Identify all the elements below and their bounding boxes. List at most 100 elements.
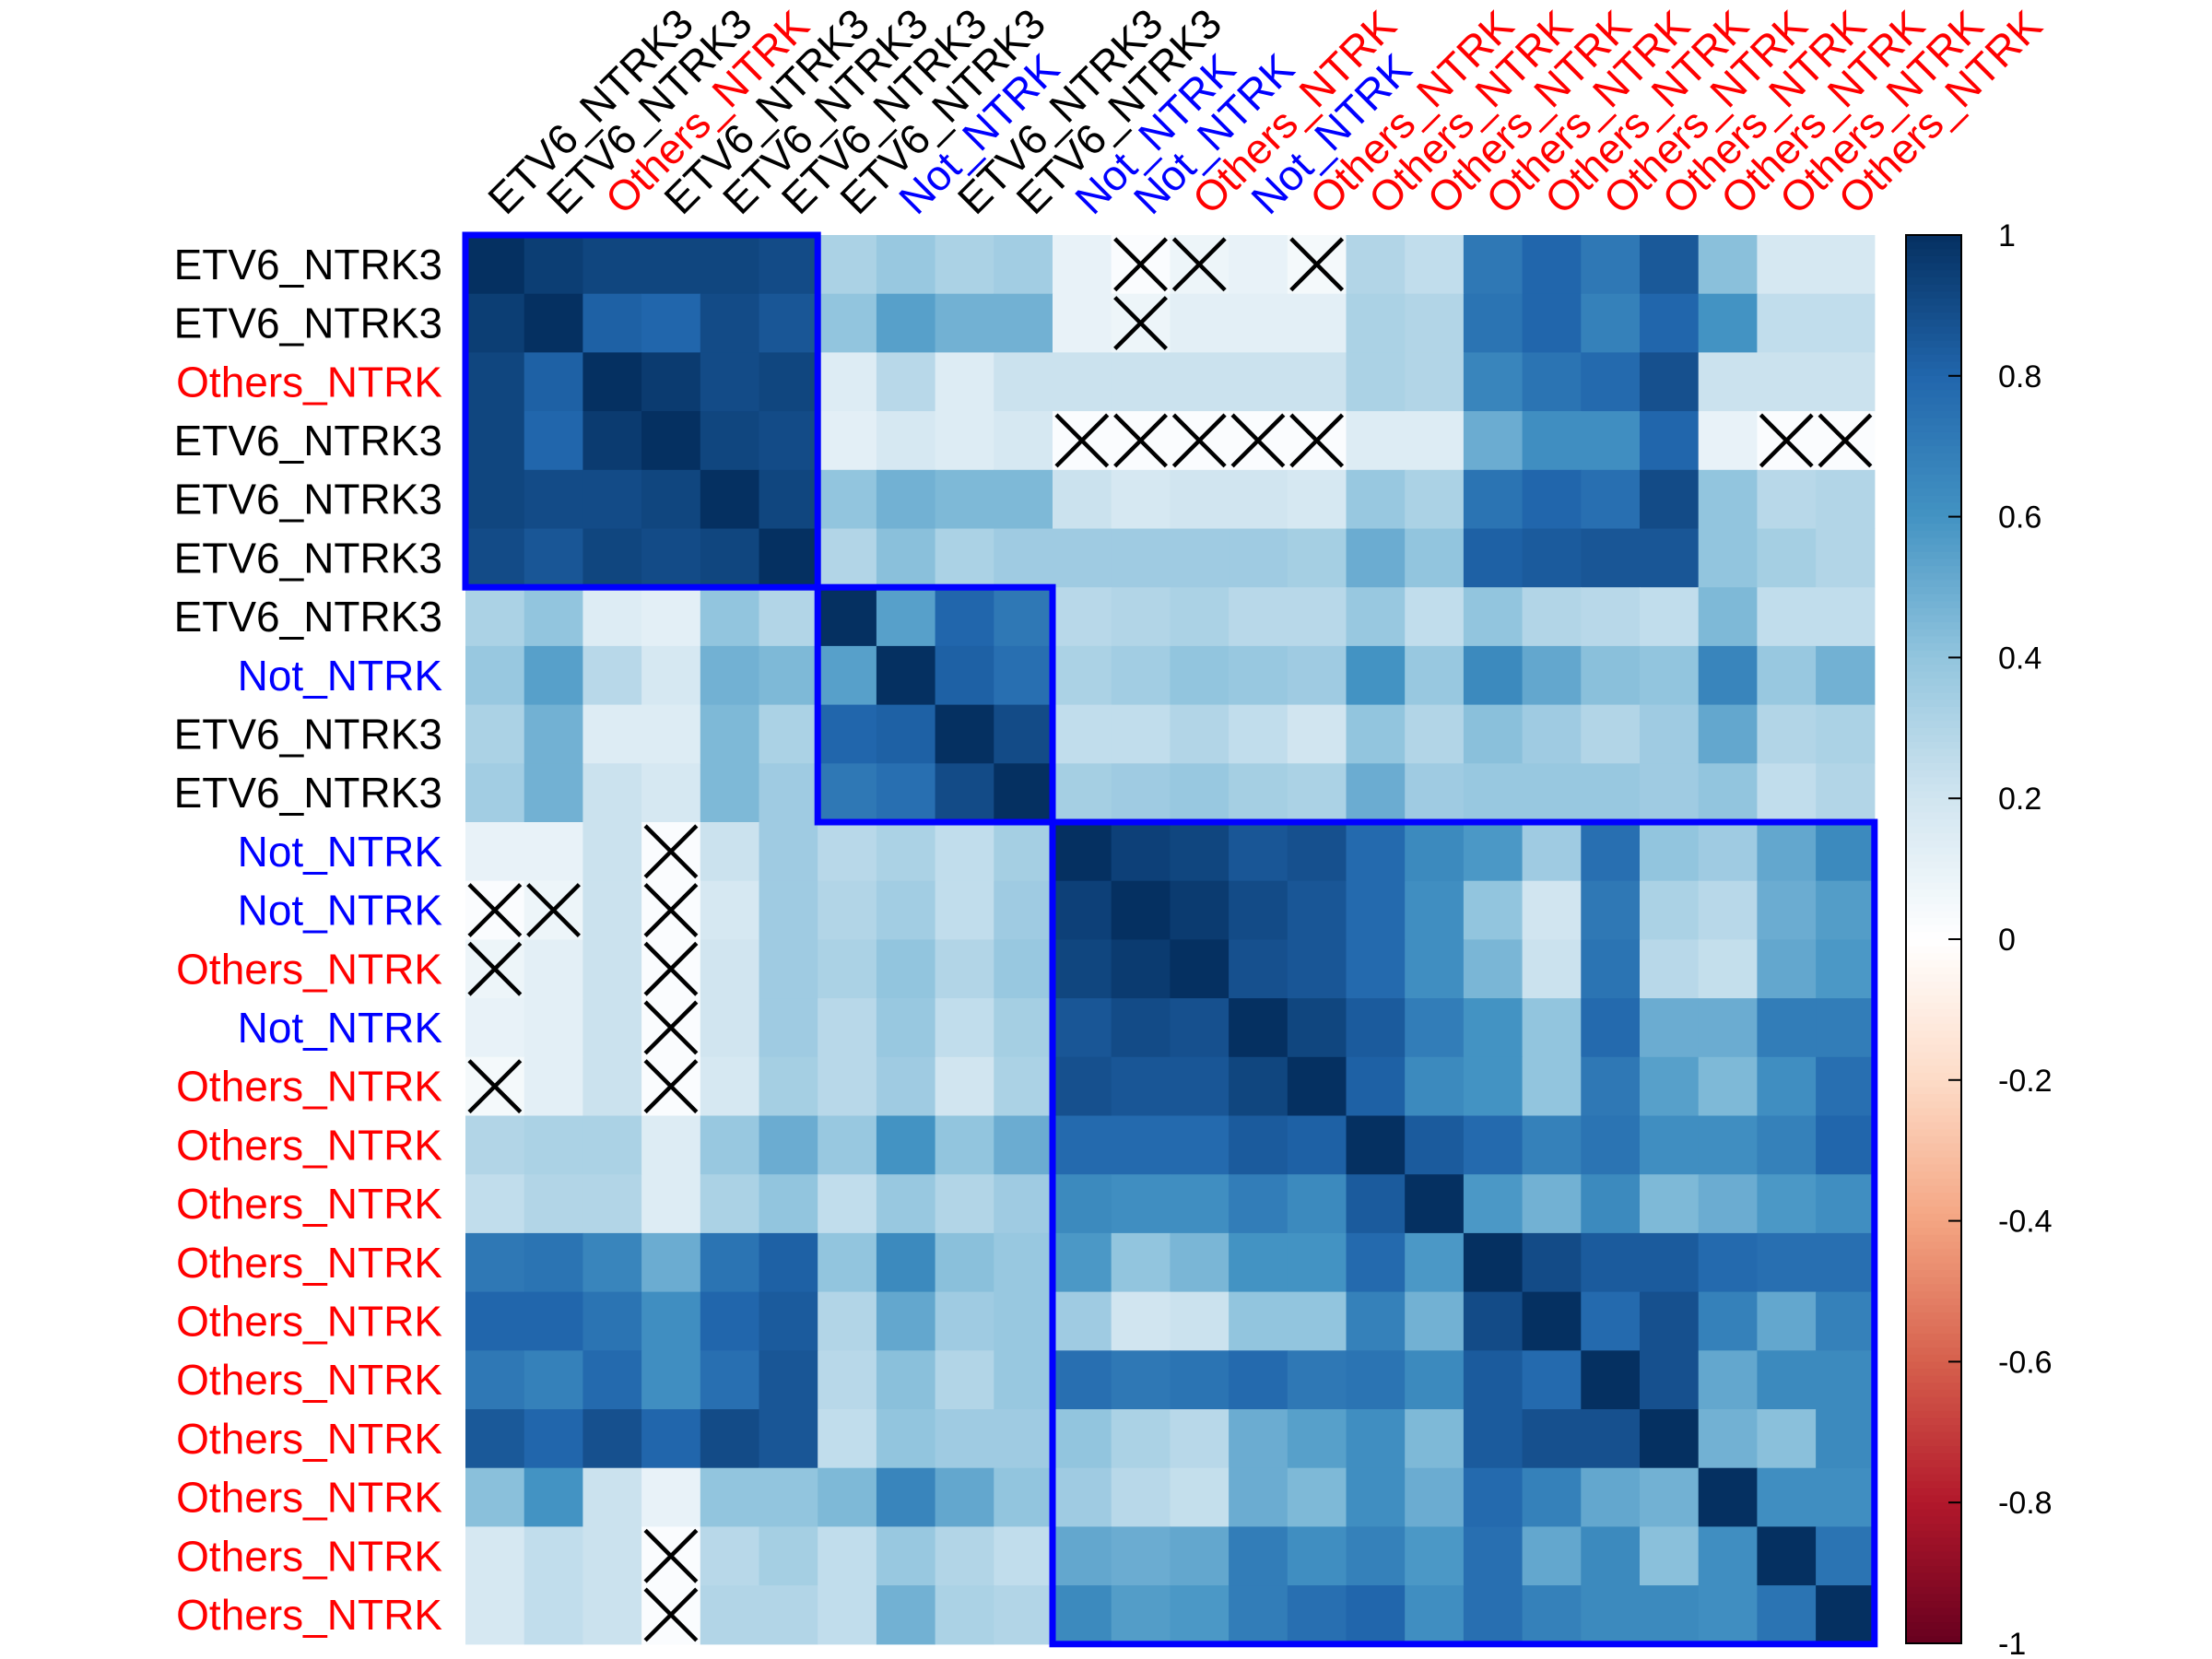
heatmap-cell bbox=[1816, 822, 1876, 882]
legend-gradient-band bbox=[1906, 495, 1961, 504]
legend-gradient-band bbox=[1906, 727, 1961, 736]
heatmap-cell bbox=[1522, 763, 1582, 823]
heatmap-cell bbox=[465, 587, 525, 647]
legend-tick-label: 0.8 bbox=[1998, 359, 2041, 394]
heatmap-cell bbox=[524, 352, 583, 412]
legend-gradient-band bbox=[1906, 819, 1961, 828]
heatmap-cell bbox=[818, 1056, 877, 1117]
heatmap-cell bbox=[1757, 1467, 1817, 1527]
heatmap-cell bbox=[524, 1350, 583, 1410]
heatmap-cell bbox=[1405, 822, 1465, 882]
heatmap-cell bbox=[1640, 880, 1700, 940]
legend-gradient-band bbox=[1906, 1129, 1961, 1137]
heatmap-cell bbox=[1053, 1467, 1112, 1527]
heatmap-cell bbox=[1640, 1232, 1700, 1293]
legend-gradient-band bbox=[1906, 1524, 1961, 1532]
heatmap-cell bbox=[1757, 645, 1817, 706]
heatmap-cell bbox=[1346, 411, 1406, 471]
heatmap-cell bbox=[1053, 822, 1112, 882]
heatmap-cell bbox=[876, 235, 936, 295]
heatmap-cell bbox=[818, 880, 877, 940]
heatmap-cell bbox=[1463, 998, 1524, 1058]
legend-gradient-band bbox=[1906, 354, 1961, 363]
heatmap-cell bbox=[1640, 1056, 1700, 1117]
heatmap-cell bbox=[1287, 880, 1347, 940]
heatmap-cell bbox=[994, 1350, 1053, 1410]
heatmap-cell bbox=[935, 1467, 994, 1527]
legend-gradient-band bbox=[1906, 706, 1961, 715]
row-labels: ETV6_NTRK3 ETV6_NTRK3 Others_NTRK ETV6_NTRK… bbox=[174, 241, 443, 1639]
heatmap-cell bbox=[1463, 645, 1524, 706]
row-label: Not_NTRK bbox=[238, 652, 443, 700]
heatmap-cell bbox=[1346, 1232, 1406, 1293]
legend-gradient-band bbox=[1906, 1481, 1961, 1489]
heatmap-cell bbox=[1053, 1291, 1112, 1351]
legend-gradient-band bbox=[1906, 502, 1961, 511]
row-label: Not_NTRK bbox=[238, 887, 443, 935]
legend-gradient-band bbox=[1906, 559, 1961, 567]
heatmap-cell bbox=[641, 1409, 701, 1469]
heatmap-cell bbox=[1287, 939, 1347, 999]
legend-gradient-band bbox=[1906, 946, 1961, 955]
heatmap-cell bbox=[1111, 1526, 1171, 1586]
legend-gradient-band bbox=[1906, 411, 1961, 419]
heatmap-cell bbox=[1053, 352, 1112, 412]
heatmap-cell bbox=[700, 587, 760, 647]
heatmap-cell bbox=[465, 293, 525, 353]
heatmap-cell bbox=[1522, 235, 1582, 295]
legend-gradient-band bbox=[1906, 1002, 1961, 1011]
heatmap-cell bbox=[935, 587, 994, 647]
heatmap-cell bbox=[1346, 822, 1406, 882]
cross-mark bbox=[1171, 237, 1227, 292]
heatmap-cell bbox=[994, 1467, 1053, 1527]
heatmap-cell bbox=[1816, 1350, 1876, 1410]
heatmap-cell bbox=[1287, 528, 1347, 588]
legend-tick-label: -0.6 bbox=[1998, 1345, 2053, 1380]
legend-gradient-band bbox=[1906, 566, 1961, 574]
heatmap-cells bbox=[465, 235, 1876, 1645]
heatmap-cell bbox=[1287, 1115, 1347, 1175]
heatmap-cell bbox=[1640, 1585, 1700, 1645]
heatmap-cell bbox=[876, 822, 936, 882]
heatmap-cell bbox=[1405, 1467, 1465, 1527]
heatmap-cell bbox=[1229, 704, 1288, 764]
legend-gradient-band bbox=[1906, 1213, 1961, 1222]
legend-gradient-band bbox=[1906, 545, 1961, 553]
heatmap-cell bbox=[1463, 1115, 1524, 1175]
heatmap-cell bbox=[759, 1232, 818, 1293]
cross-mark bbox=[1113, 296, 1168, 350]
heatmap-cell bbox=[1405, 293, 1465, 353]
legend-gradient-band bbox=[1906, 1545, 1961, 1553]
legend-gradient-band bbox=[1906, 1572, 1961, 1582]
heatmap-cell bbox=[1111, 1056, 1171, 1117]
heatmap-cell bbox=[994, 352, 1053, 412]
heatmap-cell bbox=[1581, 528, 1641, 588]
heatmap-cell bbox=[1170, 704, 1230, 764]
legend-gradient-band bbox=[1906, 1277, 1961, 1286]
legend-tick-label: 0.6 bbox=[1998, 500, 2041, 535]
heatmap-cell bbox=[1522, 1350, 1582, 1410]
heatmap-cell bbox=[1698, 1409, 1758, 1469]
legend-gradient-band bbox=[1906, 939, 1961, 947]
legend-tick-label: -0.4 bbox=[1998, 1205, 2053, 1240]
heatmap-cell bbox=[876, 880, 936, 940]
heatmap-cell bbox=[524, 1291, 583, 1351]
cross-mark bbox=[1230, 413, 1286, 468]
heatmap-cell bbox=[1346, 528, 1406, 588]
heatmap-cell bbox=[582, 822, 642, 882]
heatmap-cell bbox=[818, 1585, 877, 1645]
heatmap-cell bbox=[1053, 469, 1112, 530]
heatmap-cell bbox=[1053, 1232, 1112, 1293]
heatmap-cell bbox=[1640, 1467, 1700, 1527]
heatmap-cell bbox=[1111, 469, 1171, 530]
heatmap-cell bbox=[818, 822, 877, 882]
heatmap-cell bbox=[465, 469, 525, 530]
legend-gradient-band bbox=[1906, 326, 1961, 335]
heatmap-cell bbox=[1640, 352, 1700, 412]
heatmap-cell bbox=[1581, 352, 1641, 412]
legend-gradient-band bbox=[1906, 1079, 1961, 1088]
heatmap-cell bbox=[1463, 1409, 1524, 1469]
heatmap-cell bbox=[1757, 880, 1817, 940]
heatmap-cell bbox=[1640, 1174, 1700, 1234]
heatmap-cell bbox=[1053, 1350, 1112, 1410]
